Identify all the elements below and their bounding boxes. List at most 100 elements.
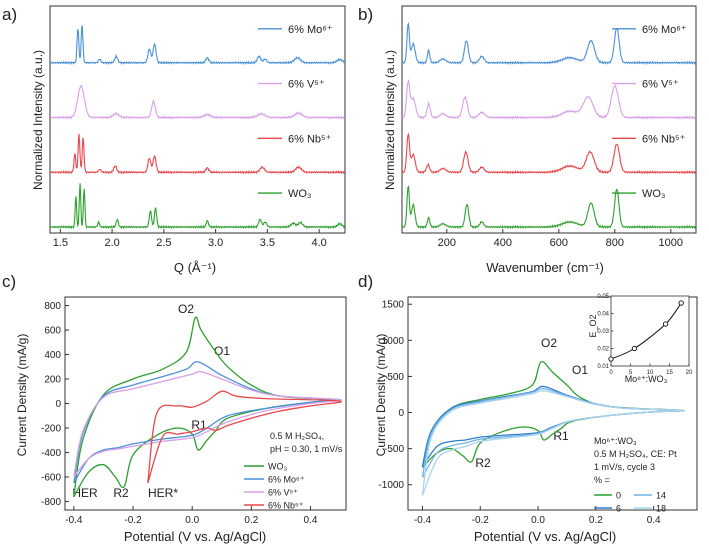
panel-a-xtick-label: 3.5 (260, 237, 275, 249)
inset-ytick-label: 0.01 (597, 364, 609, 370)
panel-b-legend-label: 6% Nb⁵⁺ (642, 133, 686, 145)
panel-c-legend-label: 6% V⁵⁺ (268, 488, 298, 498)
inset-xlabel: Mo⁶⁺:WO₃ (625, 374, 668, 384)
peak-label-her: HER (72, 486, 98, 500)
panel-b-ylabel: Normalized Intensity (a.u.) (383, 50, 397, 190)
panel-b-xtick-label: 200 (438, 237, 456, 249)
panel-a-xtick-label: 2.0 (104, 237, 119, 249)
panel-d-ytick-label: -500 (384, 444, 404, 455)
chart-marks: 1.5 2.0 2.5 3.0 3.5 4.0 6% Mo⁶⁺ 6% V⁵⁺ 6% Nb⁵⁺ WO… (41, 5, 698, 526)
panel-c-ytick-label: 200 (44, 375, 61, 386)
d-legend-title-4: % = (594, 475, 610, 485)
panel-a-frame (49, 5, 346, 234)
panel-c-xtick-label: -0.4 (65, 515, 83, 526)
panel-c-legend-label: 6% Mo⁶⁺ (268, 475, 305, 485)
panel-c-series-line (147, 390, 343, 484)
panel-b-xtick-label: 1000 (659, 237, 683, 249)
panel-c-series-line (73, 316, 342, 497)
panel-c-xtick-label: 0.2 (244, 515, 258, 526)
panel-b-series-line (401, 132, 697, 175)
panel-a-legend-label: 6% Mo⁶⁺ (288, 24, 333, 36)
panel-b-xtick-label: 400 (494, 237, 512, 249)
panel-d-xtick-label: 0.0 (531, 515, 545, 526)
panel-d-xtick-label: 0.4 (647, 515, 661, 526)
panel-b-frame (401, 5, 697, 234)
panel-c-legend-label: 6% Nb⁵⁺ (268, 501, 304, 511)
panel-d-legend-label: 6 (616, 504, 621, 514)
panel-c-xtick-label: 0.4 (304, 515, 318, 526)
panel-a-xtick-label: 1.5 (53, 237, 68, 249)
panel-a-legend-label: 6% Nb⁵⁺ (288, 133, 332, 145)
panel-b-series-line (401, 21, 697, 66)
panel-d-xtick-label: -0.4 (414, 515, 432, 526)
peak-label-o1: O1 (214, 344, 230, 358)
panel-b-legend-label: 6% V⁵⁺ (642, 79, 679, 91)
inset-point (662, 321, 669, 327)
panel-d-ytick-label: 500 (387, 372, 404, 383)
panel-b-xtick-label: 600 (550, 237, 568, 249)
panel-c-ytick-label: 800 (44, 301, 61, 312)
panel-b-xlabel: Wavenumber (cm⁻¹) (486, 260, 604, 275)
panel-c-xtick-label: -0.2 (124, 515, 142, 526)
inset-xtick-label: 15 (666, 370, 673, 376)
peak-label-o2: O2 (178, 302, 194, 316)
inset-ylabel: E_O2 (588, 314, 598, 337)
panel-a-legend-label: WO₃ (288, 188, 311, 200)
panel-a-series-line (49, 25, 346, 66)
panel-c-ytick-label: 400 (44, 350, 61, 361)
panel-c-ylabel: Current Density (mA/g) (15, 334, 29, 457)
d-peak-label-o1: O1 (572, 363, 588, 377)
panel-d-frame (407, 296, 698, 511)
panel-b-legend-label: WO₃ (642, 188, 665, 200)
panel-d-xtick-label: -0.2 (472, 515, 490, 526)
inset-xtick-label: 5 (629, 370, 633, 376)
panel-a-series-line (49, 183, 346, 230)
panel-label-a: a) (2, 5, 17, 24)
panel-a-series-line (49, 84, 346, 120)
panel-a-xtick-label: 4.0 (311, 237, 326, 249)
panel-label-b: b) (358, 5, 373, 24)
peak-label-r2: R2 (113, 486, 129, 500)
panel-c-ytick-label: -600 (41, 472, 61, 483)
inset-point (631, 345, 638, 352)
panel-d-xlabel: Potential (V vs. Ag/AgCl) (474, 529, 616, 544)
panel-b-series-line (401, 78, 697, 120)
panel-d-legend-label: 18 (656, 504, 666, 514)
conditions-line-1: 0.5 M H₂SO₄, (270, 431, 324, 441)
panel-d-legend-label: 14 (656, 491, 666, 501)
d-legend-title-2: 0.5 M H₂SO₄, CE: Pt (594, 449, 677, 459)
inset-point (608, 356, 614, 362)
d-legend-title-1: Mo⁶⁺:WO₃ (594, 436, 637, 446)
panel-d-ytick-label: 1500 (382, 300, 405, 311)
panel-a-xtick-label: 3.0 (208, 237, 223, 249)
panel-b-legend-label: 6% Mo⁶⁺ (642, 24, 687, 36)
conditions-line-2: pH = 0.30, 1 mV/s (270, 444, 343, 454)
panel-a-xlabel: Q (Å⁻¹) (174, 260, 216, 275)
inset-frame (610, 295, 690, 367)
panel-c-xtick-label: 0.0 (185, 515, 199, 526)
panel-d-ytick-label: -1000 (378, 480, 404, 491)
inset-trend-line (610, 302, 682, 360)
panel-a-series-line (49, 133, 346, 175)
panel-d-xtick-label: 0.2 (589, 515, 603, 526)
panel-c-xlabel: Potential (V vs. Ag/AgCl) (124, 529, 266, 544)
inset-xtick-label: 10 (647, 370, 654, 376)
panel-c-series-line (73, 370, 342, 478)
panel-a-ylabel: Normalized Intensity (a.u.) (31, 50, 45, 190)
panel-c-ytick-label: 600 (44, 326, 61, 337)
inset-xtick-label: 0 (609, 370, 613, 376)
panel-label-c: c) (2, 272, 16, 291)
panel-c-legend-label: WO₃ (268, 462, 287, 472)
panel-a-xtick-label: 2.5 (156, 237, 171, 249)
panel-c-series-line (73, 361, 342, 484)
panel-d-ytick-label: 0 (398, 408, 404, 419)
d-legend-title-3: 1 mV/s, cycle 3 (594, 462, 655, 472)
peak-label-her-star: HER* (148, 486, 178, 500)
panel-label-d: d) (358, 272, 373, 291)
d-peak-label-o2: O2 (541, 336, 557, 350)
panel-d-legend-label: 0 (616, 491, 621, 501)
inset-ytick-label: 0.04 (597, 312, 609, 318)
panel-c-ytick-label: -400 (41, 448, 61, 459)
inset-ytick-label: 0.05 (597, 294, 609, 300)
